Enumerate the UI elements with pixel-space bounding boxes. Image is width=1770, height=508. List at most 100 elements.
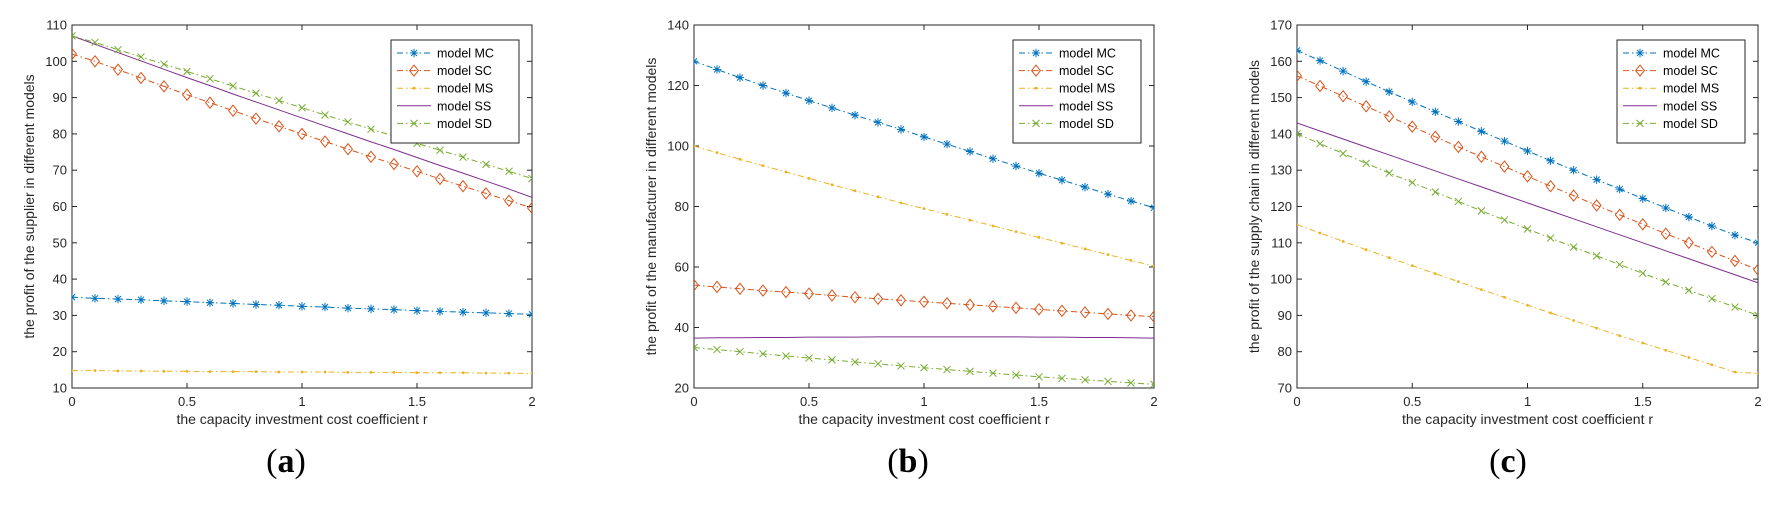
data-point-model-sc — [1522, 170, 1533, 183]
data-point-model-sd — [367, 125, 375, 134]
y-tick-label: 80 — [1278, 344, 1292, 359]
data-point-model-sd — [1731, 303, 1739, 311]
y-tick-label: 80 — [53, 126, 67, 141]
y-tick-label: 80 — [675, 199, 689, 214]
series-line-model-sc — [72, 53, 532, 209]
data-point-model-sd — [275, 96, 283, 105]
caption-open-paren: ( — [887, 443, 898, 480]
data-point-model-mc — [1034, 169, 1044, 178]
y-tick-label: 110 — [46, 18, 67, 33]
data-point-model-sd — [1058, 374, 1066, 383]
data-point-model-sc — [112, 63, 124, 76]
data-point-model-sd — [1684, 286, 1693, 295]
legend: model MC model SC model MS model SS model SD — [1616, 39, 1746, 144]
legend-marker-model-sd — [1032, 119, 1040, 128]
data-point-model-sd — [344, 118, 352, 126]
data-point-model-mc — [1684, 212, 1694, 222]
data-point-model-mc — [1126, 196, 1136, 206]
data-point-model-mc — [873, 118, 883, 127]
data-point-model-ms — [507, 371, 511, 375]
data-point-model-ms — [277, 370, 281, 374]
data-point-model-sd — [1297, 130, 1301, 138]
x-tick-label: 0.5 — [800, 394, 818, 409]
x-tick-label: 1.5 — [1030, 394, 1048, 409]
data-point-model-ms — [323, 370, 327, 374]
data-point-model-ms — [139, 369, 143, 373]
data-point-model-ms — [392, 370, 396, 374]
data-point-model-sc — [1430, 130, 1441, 144]
data-point-model-ms — [1595, 326, 1599, 330]
data-point-model-sc — [803, 287, 815, 300]
data-point-model-ms — [1433, 272, 1437, 276]
legend-label-model-mc: model MC — [1663, 47, 1720, 61]
legend-marker-model-ms — [412, 86, 416, 90]
x-tick-label: 2 — [1150, 394, 1157, 409]
data-point-model-sc — [1637, 217, 1648, 231]
data-point-model-sd — [206, 74, 214, 83]
data-point-model-mc — [274, 301, 284, 310]
series-line-model-ss — [694, 336, 1154, 339]
data-point-model-ms — [1526, 303, 1529, 307]
data-point-model-mc — [136, 295, 146, 304]
panel-caption: (a) — [266, 443, 306, 480]
data-point-model-sd — [1615, 260, 1624, 269]
data-point-model-sc — [1361, 100, 1372, 113]
data-point-model-ms — [968, 218, 972, 222]
data-point-model-mc — [1315, 56, 1325, 65]
legend-label-model-ms: model MS — [437, 82, 493, 96]
data-point-model-ms — [1687, 356, 1691, 359]
data-point-model-sc — [895, 293, 907, 307]
data-point-model-sc — [1683, 236, 1694, 250]
data-point-model-sd — [966, 367, 974, 376]
data-point-model-mc — [988, 154, 998, 163]
data-point-model-sd — [713, 345, 721, 354]
data-point-model-sd — [1754, 311, 1758, 320]
data-point-model-sc — [135, 71, 147, 85]
data-point-model-sd — [1385, 169, 1394, 177]
legend-label-model-mc: model MC — [1059, 47, 1116, 61]
data-point-model-sd — [828, 356, 836, 364]
data-point-model-sc — [1148, 310, 1154, 323]
data-point-model-sc — [1407, 120, 1418, 133]
y-tick-label: 120 — [667, 78, 689, 93]
data-point-model-sc — [503, 194, 515, 207]
data-point-model-sd — [160, 60, 168, 69]
data-point-model-sc — [250, 112, 262, 125]
data-point-model-mc — [389, 305, 399, 314]
data-point-model-sc — [1125, 309, 1137, 322]
y-tick-label: 10 — [53, 381, 67, 396]
series-line-model-sc — [694, 284, 1154, 318]
legend-marker-model-mc — [409, 48, 419, 58]
x-tick-label: 2 — [528, 394, 535, 409]
data-point-model-sd — [897, 362, 905, 370]
data-point-model-sd — [229, 82, 237, 90]
legend-label-model-sd: model SD — [1059, 117, 1114, 131]
data-point-model-sd — [1035, 372, 1043, 381]
data-point-model-ms — [1503, 295, 1506, 299]
data-point-model-sc — [89, 54, 101, 68]
data-point-model-sd — [782, 352, 790, 360]
data-point-model-mc — [1431, 107, 1440, 116]
x-tick-label: 0 — [690, 394, 697, 409]
data-point-model-sc — [273, 119, 285, 133]
data-point-model-ms — [807, 176, 811, 180]
data-point-model-sd — [72, 32, 76, 40]
legend-marker-model-mc — [1031, 48, 1041, 58]
data-point-model-ms — [185, 369, 189, 373]
data-point-model-ms — [1756, 372, 1758, 375]
y-tick-label: 110 — [1271, 235, 1292, 250]
data-point-model-sc — [872, 292, 884, 306]
legend-marker-model-ms — [1034, 86, 1038, 90]
data-point-model-ms — [784, 170, 788, 174]
data-point-model-sc — [1453, 140, 1464, 154]
data-point-model-ms — [484, 371, 488, 375]
data-point-model-sc — [1338, 89, 1349, 103]
data-point-model-ms — [346, 370, 350, 374]
data-point-model-sc — [1729, 254, 1740, 268]
data-point-model-ms — [72, 369, 74, 372]
data-point-model-mc — [1569, 166, 1578, 175]
data-point-model-sc — [72, 47, 78, 61]
data-point-model-ms — [116, 369, 120, 373]
data-point-model-sd — [1339, 149, 1347, 158]
data-point-model-ms — [1106, 253, 1110, 256]
